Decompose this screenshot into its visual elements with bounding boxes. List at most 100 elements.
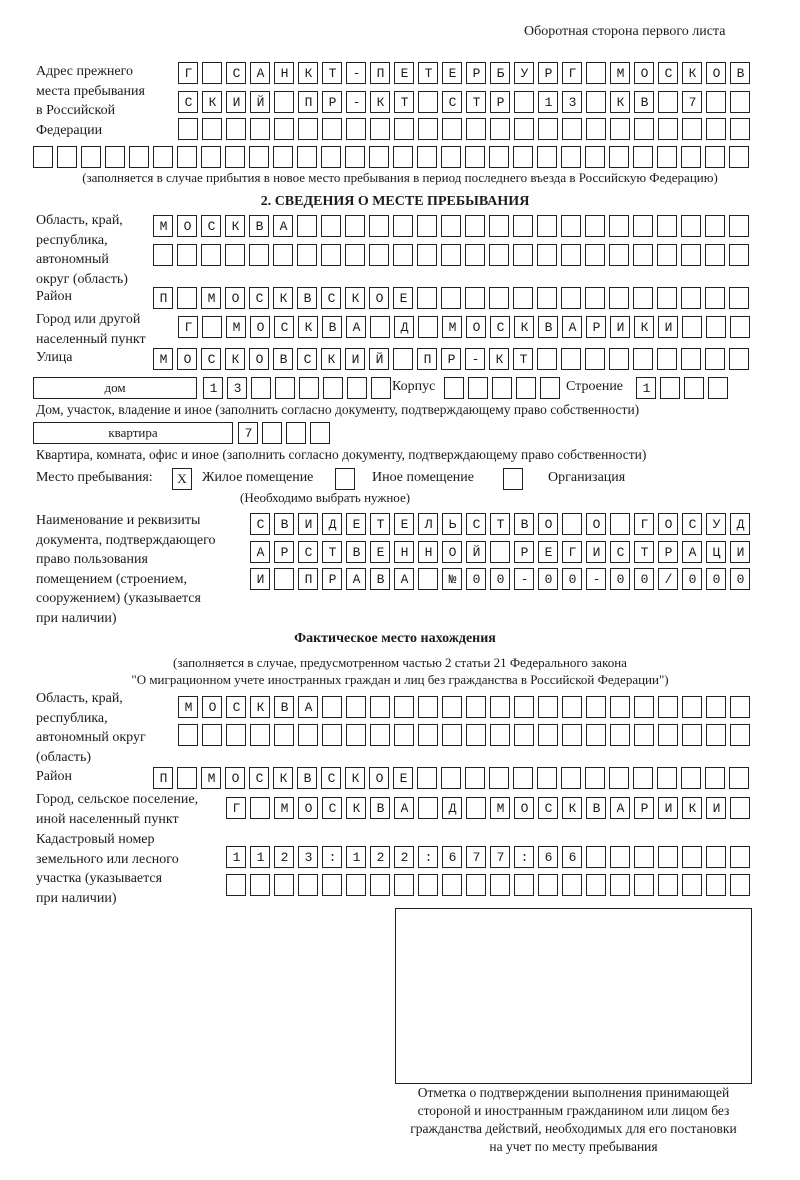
char-cell[interactable]	[274, 797, 294, 819]
char-cell[interactable]	[345, 348, 365, 370]
char-cell[interactable]	[225, 146, 245, 168]
char-cell[interactable]	[490, 568, 510, 590]
char-cell[interactable]	[513, 287, 533, 309]
char-cell[interactable]	[444, 377, 464, 399]
char-cell[interactable]	[633, 244, 653, 266]
char-cell[interactable]	[418, 62, 438, 84]
char-cell[interactable]	[345, 287, 365, 309]
char-cell[interactable]	[250, 846, 270, 868]
char-cell[interactable]	[33, 146, 53, 168]
char-cell[interactable]	[730, 541, 750, 563]
char-cell[interactable]	[369, 767, 389, 789]
char-cell[interactable]	[586, 696, 606, 718]
char-cell[interactable]	[490, 696, 510, 718]
char-cell[interactable]	[466, 513, 486, 535]
char-cell[interactable]	[178, 724, 198, 746]
char-cell[interactable]	[538, 846, 558, 868]
char-cell[interactable]	[538, 118, 558, 140]
char-cell[interactable]	[466, 62, 486, 84]
char-cell[interactable]	[153, 215, 173, 237]
char-cell[interactable]	[586, 568, 606, 590]
char-cell[interactable]	[370, 513, 390, 535]
char-cell[interactable]	[610, 91, 630, 113]
char-cell[interactable]	[442, 846, 462, 868]
char-cell[interactable]	[585, 215, 605, 237]
char-cell[interactable]	[585, 287, 605, 309]
char-cell[interactable]	[442, 724, 462, 746]
char-cell[interactable]	[658, 513, 678, 535]
char-cell[interactable]	[441, 348, 461, 370]
char-cell[interactable]	[153, 244, 173, 266]
char-cell[interactable]	[465, 767, 485, 789]
char-cell[interactable]	[370, 541, 390, 563]
char-cell[interactable]	[394, 724, 414, 746]
char-cell[interactable]	[418, 696, 438, 718]
char-cell[interactable]	[298, 118, 318, 140]
char-cell[interactable]	[286, 422, 306, 444]
char-cell[interactable]	[322, 846, 342, 868]
char-cell[interactable]	[538, 797, 558, 819]
char-cell[interactable]	[226, 696, 246, 718]
char-cell[interactable]	[465, 348, 485, 370]
char-cell[interactable]	[490, 797, 510, 819]
char-cell[interactable]	[297, 767, 317, 789]
char-cell[interactable]	[393, 244, 413, 266]
char-cell[interactable]	[262, 422, 282, 444]
char-cell[interactable]	[202, 118, 222, 140]
char-cell[interactable]	[178, 696, 198, 718]
char-cell[interactable]	[585, 244, 605, 266]
char-cell[interactable]	[466, 874, 486, 896]
char-cell[interactable]	[658, 874, 678, 896]
char-cell[interactable]	[250, 797, 270, 819]
char-cell[interactable]	[250, 316, 270, 338]
char-cell[interactable]	[466, 91, 486, 113]
char-cell[interactable]	[274, 874, 294, 896]
char-cell[interactable]	[706, 91, 726, 113]
char-cell[interactable]	[322, 316, 342, 338]
char-cell[interactable]	[370, 724, 390, 746]
char-cell[interactable]	[562, 568, 582, 590]
char-cell[interactable]	[345, 767, 365, 789]
char-cell[interactable]	[730, 696, 750, 718]
char-cell[interactable]	[370, 316, 390, 338]
char-cell[interactable]	[490, 874, 510, 896]
char-cell[interactable]	[514, 797, 534, 819]
char-cell[interactable]	[322, 696, 342, 718]
char-cell[interactable]	[561, 215, 581, 237]
char-cell[interactable]	[369, 215, 389, 237]
char-cell[interactable]	[514, 62, 534, 84]
char-cell[interactable]	[369, 287, 389, 309]
char-cell[interactable]	[562, 846, 582, 868]
char-cell[interactable]	[105, 146, 125, 168]
char-cell[interactable]	[226, 62, 246, 84]
char-cell[interactable]	[201, 287, 221, 309]
char-cell[interactable]	[586, 797, 606, 819]
char-cell[interactable]	[394, 874, 414, 896]
char-cell[interactable]	[684, 377, 704, 399]
char-cell[interactable]	[57, 146, 77, 168]
char-cell[interactable]	[370, 62, 390, 84]
char-cell[interactable]	[610, 513, 630, 535]
char-cell[interactable]	[417, 348, 437, 370]
char-cell[interactable]	[516, 377, 536, 399]
char-cell[interactable]	[585, 767, 605, 789]
char-cell[interactable]	[393, 767, 413, 789]
char-cell[interactable]	[177, 244, 197, 266]
char-cell[interactable]	[633, 348, 653, 370]
char-cell[interactable]	[682, 874, 702, 896]
char-cell[interactable]	[705, 215, 725, 237]
char-cell[interactable]	[660, 377, 680, 399]
char-cell[interactable]	[609, 287, 629, 309]
char-cell[interactable]	[322, 91, 342, 113]
char-cell[interactable]	[226, 797, 246, 819]
char-cell[interactable]	[706, 797, 726, 819]
char-cell[interactable]	[346, 568, 366, 590]
char-cell[interactable]	[586, 62, 606, 84]
char-cell[interactable]	[370, 118, 390, 140]
char-cell[interactable]	[634, 91, 654, 113]
char-cell[interactable]	[441, 244, 461, 266]
char-cell[interactable]	[417, 146, 437, 168]
char-cell[interactable]	[609, 146, 629, 168]
char-cell[interactable]	[225, 287, 245, 309]
char-cell[interactable]	[250, 724, 270, 746]
